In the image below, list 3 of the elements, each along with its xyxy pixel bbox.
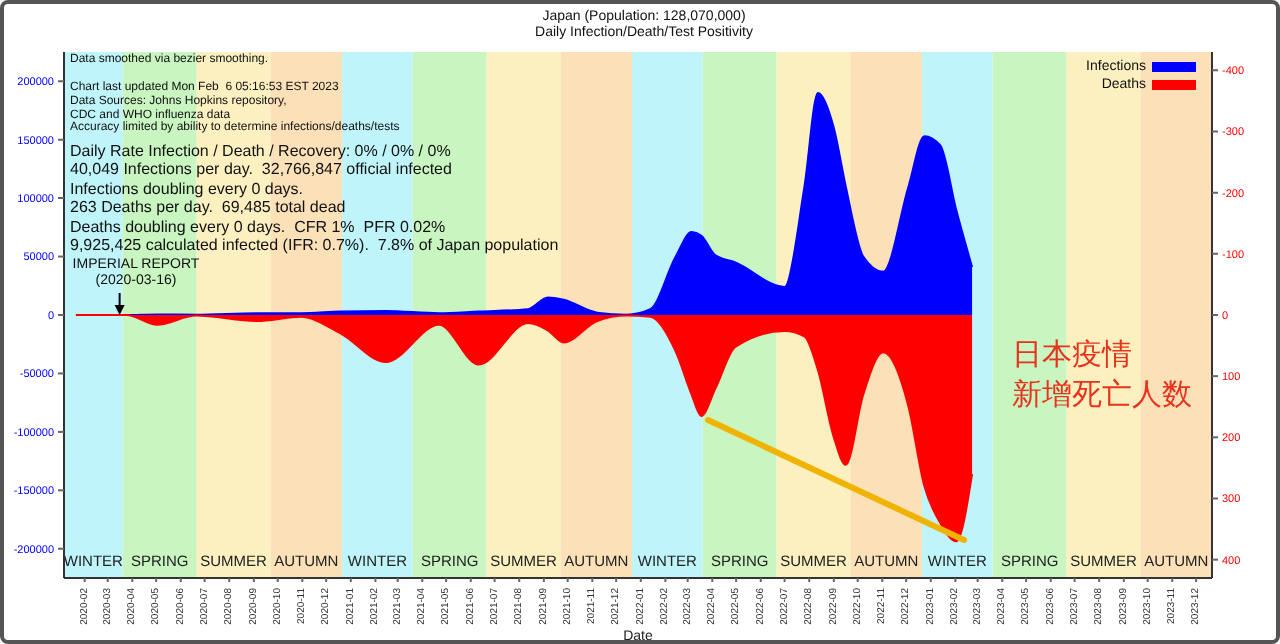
annotation: 日本疫情: [1012, 336, 1132, 375]
annotation: Daily Rate Infection / Death / Recovery: 0% / 0% / 0% 40,049 Infections per day. 32,766,847 official infected Infections doubling every 0 days. 263 Deaths per day. 69,485 total dead Deaths doubling every 0 days. CFR 1% PFR 0.02% 9,925,425 calculated infected (IFR: 0.7%). 7.8% of Japan population: [70, 142, 559, 256]
annotation: 新增死亡人数: [1012, 376, 1192, 415]
